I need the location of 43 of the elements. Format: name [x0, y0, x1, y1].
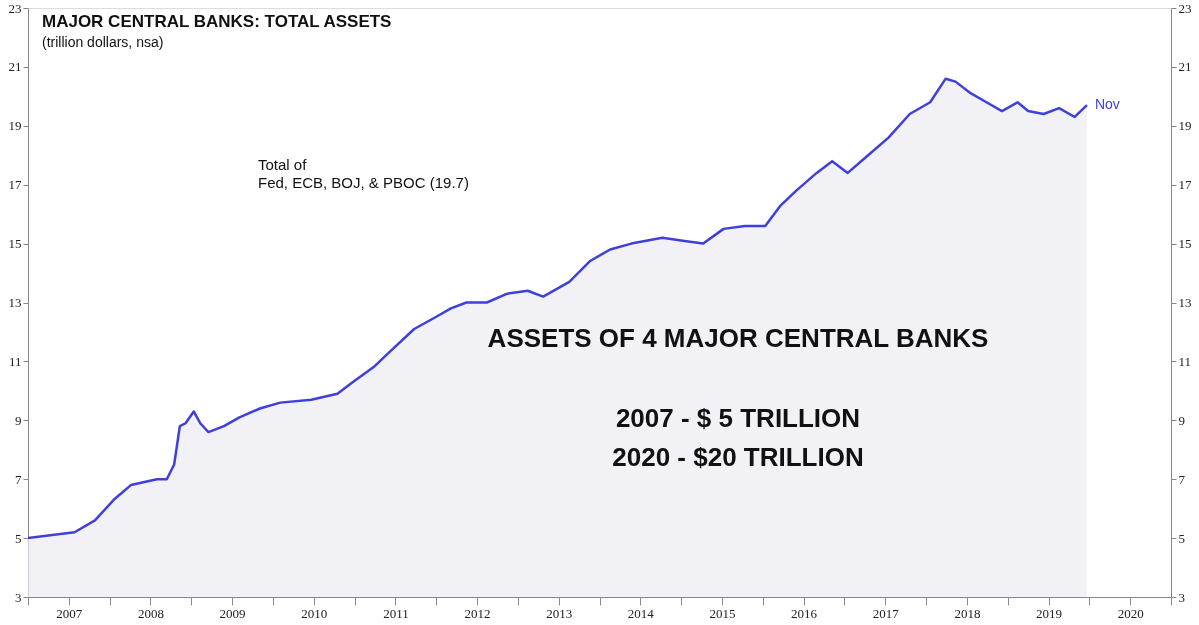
annotation: 2007 - $ 5 TRILLION [615, 403, 861, 433]
y-tick-label: 11 [8, 353, 22, 369]
y2-tick-label: 15 [1178, 236, 1192, 252]
y2-tick-label: 13 [1178, 295, 1192, 310]
x-tick-label: 2010 [301, 605, 328, 621]
y-tick-label: 23 [8, 0, 22, 16]
y2-tick-label: 7 [1178, 471, 1186, 487]
y2-tick-label: 23 [1178, 0, 1192, 16]
y-tick-label: 5 [15, 530, 22, 546]
y2-tick-label: 17 [1178, 177, 1192, 193]
y-tick-label: 19 [8, 118, 22, 134]
y-tick-label: 17 [8, 177, 22, 193]
annotation: Total of Fed, ECB, BOJ, & PBOC (19.7) [258, 156, 469, 191]
x-tick-label: 2017 [872, 605, 900, 621]
x-tick-label: 2019 [1036, 605, 1063, 621]
y-tick-label: 9 [15, 412, 22, 428]
y2-tick-label: 21 [1178, 59, 1192, 75]
y2-tick-label: 3 [1178, 589, 1185, 605]
y2-tick-label: 11 [1178, 353, 1192, 369]
chart-title: MAJOR CENTRAL BANKS: TOTAL ASSETS [42, 12, 392, 31]
x-tick-label: 2012 [464, 605, 491, 621]
text: (trillion dollars, nsa) [42, 34, 164, 50]
y2-tick-label: 5 [1178, 530, 1185, 546]
x-tick-label: 2013 [546, 605, 573, 621]
x-tick-label: 2009 [219, 605, 246, 621]
annotation: ASSETS OF 4 MAJOR CENTRAL BANKS [487, 323, 989, 353]
annotation: 2020 - $20 TRILLION [612, 442, 864, 472]
x-tick-label: 2007 [56, 605, 83, 621]
y-tick-label: 15 [8, 236, 22, 252]
y-tick-label: 21 [8, 59, 22, 75]
x-tick-label: 2014 [627, 605, 655, 621]
x-tick-label: 2018 [954, 605, 981, 621]
y-tick-label: 7 [15, 471, 22, 487]
x-tick-label: 2011 [383, 605, 409, 621]
y2-tick-label: 19 [1178, 118, 1192, 134]
y2-tick-label: 9 [1178, 412, 1185, 428]
x-tick-label: 2016 [791, 605, 818, 621]
x-tick-label: 2015 [709, 605, 736, 621]
x-tick-label: 2020 [1117, 605, 1144, 621]
x-tick-label: 2008 [137, 605, 164, 621]
y-tick-label: 13 [8, 295, 22, 310]
y-tick-label: 3 [15, 589, 22, 605]
annotation: Nov [1094, 96, 1120, 113]
